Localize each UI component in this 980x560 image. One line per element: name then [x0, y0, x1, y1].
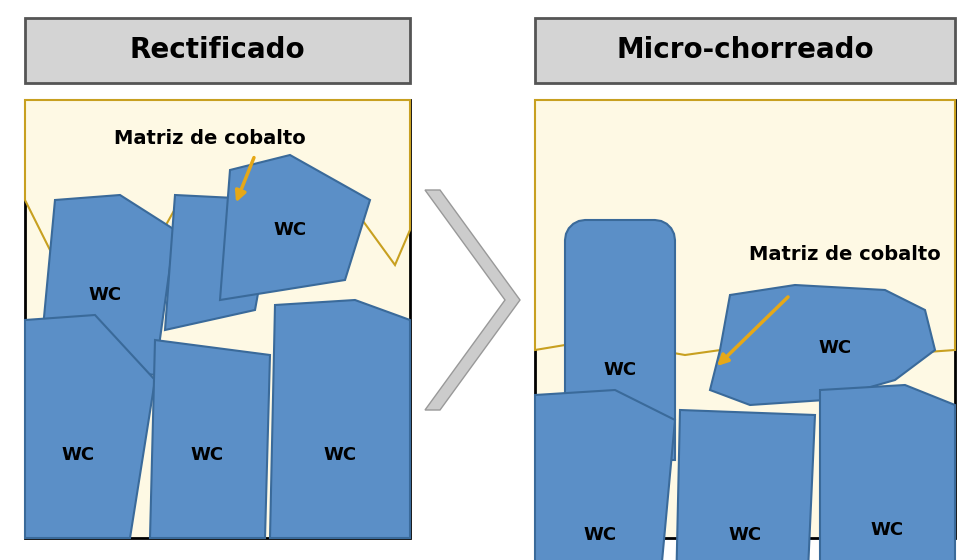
Text: Rectificado: Rectificado — [129, 36, 306, 64]
Text: WC: WC — [62, 446, 94, 464]
Polygon shape — [40, 195, 175, 375]
Text: Matriz de cobalto: Matriz de cobalto — [749, 245, 941, 264]
Text: WC: WC — [273, 221, 307, 239]
Polygon shape — [270, 300, 410, 538]
Text: WC: WC — [728, 526, 761, 544]
Polygon shape — [535, 390, 675, 560]
Bar — [535, 100, 955, 538]
Polygon shape — [710, 285, 935, 405]
Text: Matriz de cobalto: Matriz de cobalto — [114, 128, 306, 147]
Bar — [25, 18, 410, 83]
Text: WC: WC — [870, 521, 904, 539]
Text: WC: WC — [604, 361, 637, 379]
Text: WC: WC — [818, 339, 852, 357]
Polygon shape — [150, 340, 270, 538]
Polygon shape — [25, 315, 155, 538]
Bar — [535, 18, 955, 83]
Text: WC: WC — [583, 526, 616, 544]
Polygon shape — [25, 100, 410, 280]
Polygon shape — [565, 220, 675, 460]
Text: Micro-chorreado: Micro-chorreado — [616, 36, 874, 64]
Polygon shape — [165, 195, 275, 330]
Polygon shape — [220, 155, 370, 300]
Polygon shape — [535, 100, 955, 355]
Text: WC: WC — [88, 286, 122, 304]
Text: WC: WC — [190, 446, 223, 464]
Text: WC: WC — [323, 446, 357, 464]
Bar — [25, 100, 410, 538]
Polygon shape — [675, 410, 815, 560]
Polygon shape — [425, 190, 520, 410]
Polygon shape — [820, 385, 955, 560]
